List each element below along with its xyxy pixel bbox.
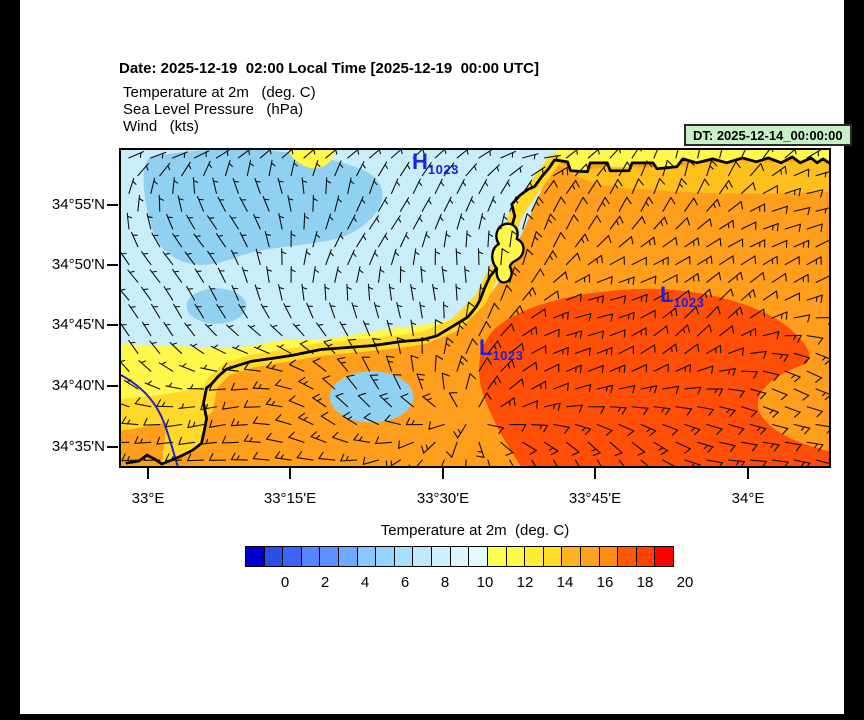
colorbar <box>245 546 675 567</box>
field-label-pressure: Sea Level Pressure (hPa) <box>123 101 304 118</box>
colorbar-cell <box>542 546 563 567</box>
lon-tick-label: 33°45'E <box>568 490 622 507</box>
colorbar-tick-label: 18 <box>636 574 654 591</box>
isobar-1023 <box>121 374 179 466</box>
colorbar-tick-label: 10 <box>476 574 494 591</box>
lon-tick-label: 34°E <box>731 490 765 507</box>
lat-tick-label: 34°45'N <box>51 316 105 333</box>
lat-tick-label: 34°40'N <box>51 377 105 394</box>
colorbar-cell <box>617 546 638 567</box>
colorbar-tick-label: 16 <box>596 574 614 591</box>
colorbar-cell <box>654 546 675 567</box>
colorbar-cell <box>505 546 526 567</box>
colorbar-cell <box>375 546 396 567</box>
colorbar-cell <box>579 546 600 567</box>
wind-barb-layer <box>121 150 829 466</box>
pressure-marker-l: L1023 <box>660 284 704 314</box>
colorbar-tick-label: 20 <box>676 574 694 591</box>
lat-tick-mark <box>107 324 118 326</box>
date-title: Date: 2025-12-19 02:00 Local Time [2025-… <box>119 60 539 77</box>
colorbar-cell <box>245 546 265 567</box>
warm-top-patch <box>288 150 336 169</box>
hot-region-fill <box>479 288 829 466</box>
lon-tick-label: 33°E <box>131 490 165 507</box>
lon-tick-mark <box>594 468 596 479</box>
colorbar-cell <box>561 546 582 567</box>
lon-tick-label: 33°30'E <box>416 490 470 507</box>
field-label-temperature: Temperature at 2m (deg. C) <box>123 84 316 101</box>
colorbar-tick-label: 8 <box>440 574 450 591</box>
colorbar-cell <box>412 546 433 567</box>
colorbar-cell <box>524 546 545 567</box>
lon-tick-mark <box>147 468 149 479</box>
lat-tick-mark <box>107 446 118 448</box>
lat-tick-label: 34°55'N <box>51 196 105 213</box>
colorbar-tick-label: 6 <box>400 574 410 591</box>
pressure-letter: H <box>412 149 428 174</box>
pressure-value: 1023 <box>492 348 524 363</box>
colorbar-cell <box>338 546 359 567</box>
lon-tick-mark <box>442 468 444 479</box>
bottom-border-bar <box>0 714 864 720</box>
colorbar-cell <box>431 546 452 567</box>
colorbar-tick-label: 12 <box>516 574 534 591</box>
right-border-bar <box>844 0 864 720</box>
colorbar-cell <box>449 546 470 567</box>
lon-tick-mark <box>747 468 749 479</box>
lat-tick-mark <box>107 385 118 387</box>
colorbar-cell <box>486 546 507 567</box>
colorbar-cell <box>635 546 656 567</box>
lat-tick-label: 34°50'N <box>51 256 105 273</box>
lat-tick-mark <box>107 204 118 206</box>
lon-tick-label: 33°15'E <box>263 490 317 507</box>
pressure-value: 1023 <box>427 162 459 177</box>
left-border-bar <box>0 0 20 720</box>
model-init-badge: DT: 2025-12-14_00:00:00 <box>684 124 852 146</box>
colorbar-tick-label: 0 <box>280 574 290 591</box>
colorbar-tick-label: 4 <box>360 574 370 591</box>
colorbar-title: Temperature at 2m (deg. C) <box>380 522 570 539</box>
colorbar-cell <box>300 546 321 567</box>
colorbar-cell <box>282 546 303 567</box>
colorbar-cell <box>263 546 284 567</box>
colorbar-cell <box>393 546 414 567</box>
pressure-value: 1023 <box>673 295 705 310</box>
map-canvas <box>119 148 831 468</box>
cold-patch-fill <box>143 150 383 265</box>
lat-tick-mark <box>107 264 118 266</box>
pressure-letter: L <box>660 282 674 307</box>
colorbar-cell <box>468 546 489 567</box>
colorbar-cell <box>598 546 619 567</box>
cold-patch-fill <box>329 371 414 423</box>
pressure-letter: L <box>479 335 493 360</box>
pressure-marker-l: L1023 <box>479 337 523 367</box>
pressure-marker-h: H1023 <box>412 151 459 181</box>
colorbar-cell <box>356 546 377 567</box>
field-label-wind: Wind (kts) <box>123 118 199 135</box>
colorbar-tick-label: 2 <box>320 574 330 591</box>
colorbar-tick-label: 14 <box>556 574 574 591</box>
lon-tick-mark <box>289 468 291 479</box>
colorbar-cell <box>319 546 340 567</box>
lat-tick-label: 34°35'N <box>51 438 105 455</box>
